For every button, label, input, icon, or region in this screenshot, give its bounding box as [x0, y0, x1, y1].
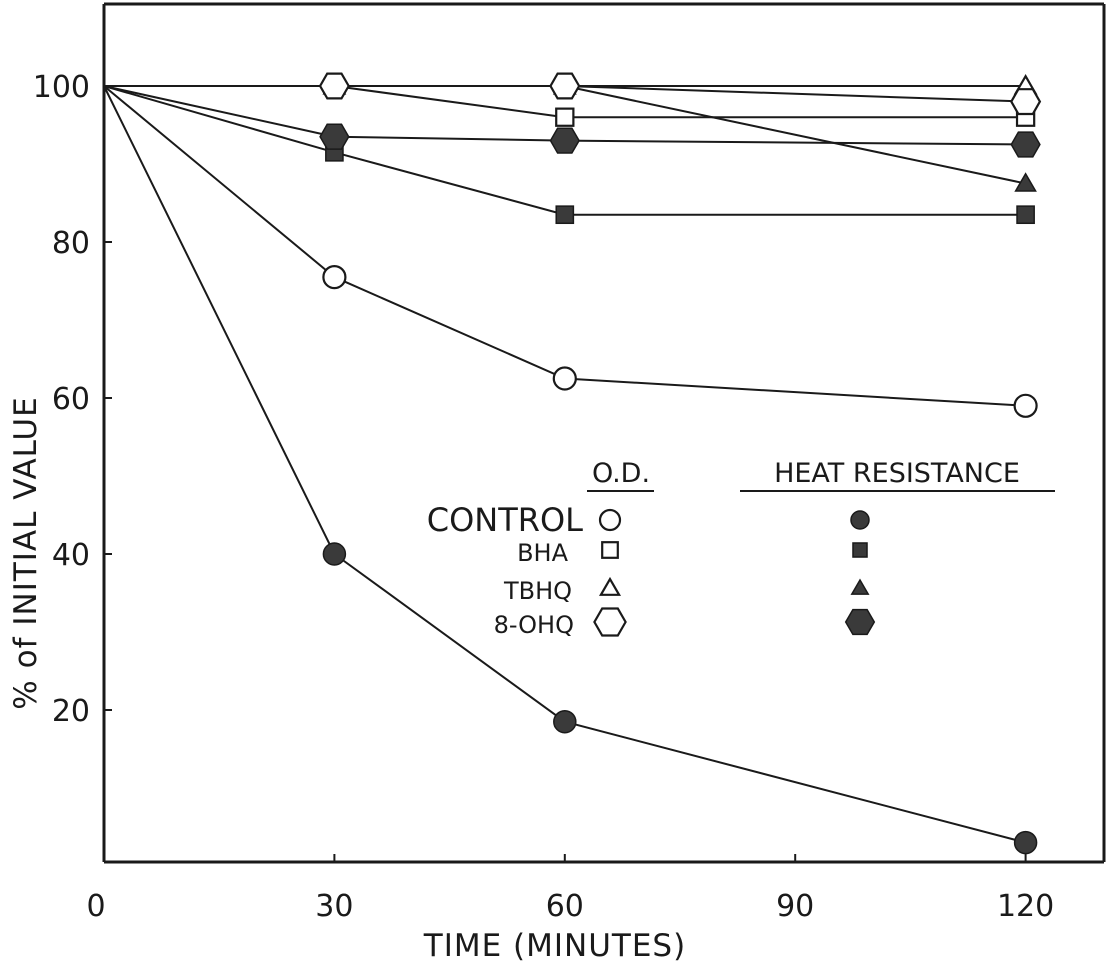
data-point-control-heat-resistance — [322, 542, 347, 566]
series-line-8-ohq-od — [104, 85, 1026, 103]
x-tick-label: 30 — [315, 889, 353, 924]
y-tick-label: 80 — [52, 226, 90, 261]
data-point-control-heat-resistance — [1013, 830, 1038, 855]
legend-label-8-ohq: 8-OHQ — [494, 611, 574, 639]
y-tick-label: 60 — [52, 382, 90, 417]
axes: 0 30 60 90 120 20 40 60 80 100 TIME (MINUTES) % of … — [8, 2, 1106, 964]
series-line-control-od — [103, 85, 1026, 407]
series-line-control-heat-resistance — [103, 85, 1026, 844]
y-tick-label: 20 — [52, 694, 90, 729]
x-tick-label: 90 — [776, 889, 814, 924]
data-point-8-ohq-od — [549, 72, 581, 100]
data-point-control-heat-resistance — [553, 709, 577, 734]
legend-marker-control-heat-resistance — [850, 510, 870, 530]
y-axis-title: % of INITIAL VALUE — [8, 396, 44, 709]
data-point-8-ohq-heat-resistance — [549, 127, 580, 154]
data-point-bha-heat-resistance — [1016, 205, 1035, 225]
y-tick-label: 100 — [33, 70, 90, 105]
x-tick-label: 60 — [546, 889, 584, 924]
x-axis-title: TIME (MINUTES) — [423, 928, 686, 964]
series-line-bha-heat-resistance — [103, 85, 1026, 216]
series-lines — [103, 85, 1026, 844]
data-point-bha-od — [555, 107, 575, 127]
legend-label-bha: BHA — [517, 539, 569, 567]
legend-marker-bha-od — [601, 541, 619, 559]
legend-marker-bha-heat-resistance — [852, 542, 868, 558]
data-point-control-od — [322, 265, 347, 290]
data-point-8-ohq-od — [318, 72, 350, 100]
data-point-8-ohq-od — [1010, 88, 1042, 116]
legend-header-od: O.D. — [592, 458, 650, 489]
legend-label-control: CONTROL — [427, 501, 583, 539]
data-point-tbhq-heat-resistance — [1014, 172, 1037, 192]
legend-marker-control-od — [598, 508, 622, 532]
data-point-bha-heat-resistance — [555, 205, 575, 225]
x-tick-label: 120 — [997, 889, 1054, 924]
data-point-control-od — [1013, 393, 1038, 418]
legend-marker-8-ohq-od — [593, 607, 627, 637]
data-point-control-od — [552, 366, 577, 391]
series-markers — [318, 72, 1042, 855]
x-tick-label: 0 — [86, 889, 105, 924]
series-line-8-ohq-heat-resistance — [103, 85, 1026, 146]
data-point-8-ohq-heat-resistance — [1010, 131, 1041, 158]
data-point-8-ohq-heat-resistance — [319, 123, 350, 150]
legend-marker-tbhq-od — [598, 576, 622, 596]
legend-marker-tbhq-heat-resistance — [850, 578, 870, 595]
y-tick-label: 40 — [52, 538, 90, 573]
legend-marker-8-ohq-heat-resistance — [844, 608, 876, 636]
legend-label-tbhq: TBHQ — [503, 577, 572, 605]
legend-header-heat: HEAT RESISTANCE — [774, 458, 1020, 489]
